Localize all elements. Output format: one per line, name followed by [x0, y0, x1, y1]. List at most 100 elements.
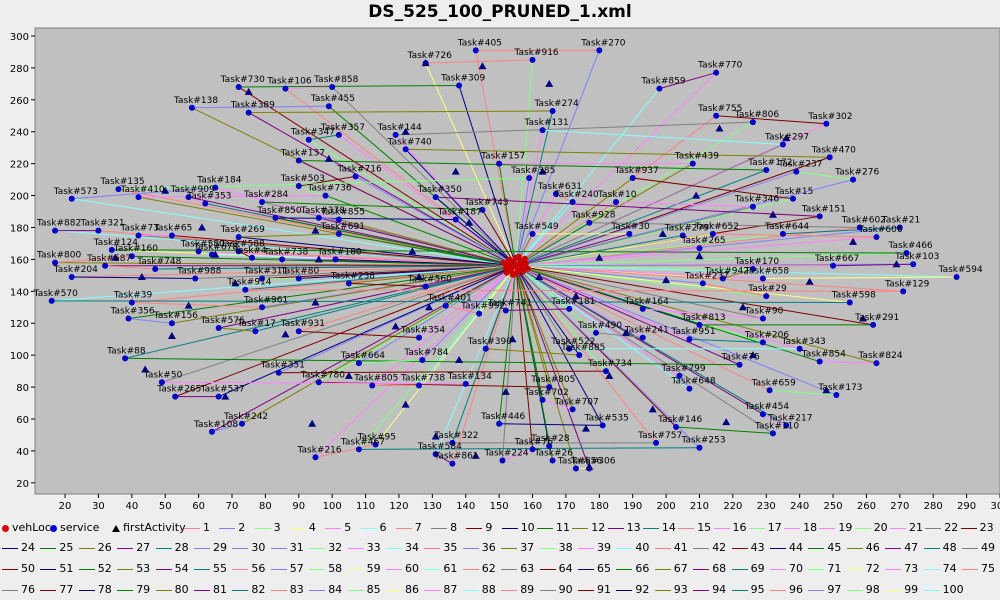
service-label: Task#659: [751, 378, 796, 388]
first-activity-marker: [414, 272, 423, 280]
first-activity-marker: [658, 229, 667, 237]
legend-item: 98: [846, 580, 880, 600]
service-label: Task#354: [400, 326, 445, 336]
service-label: Task#606: [857, 225, 902, 235]
legend-swatch: [395, 527, 412, 529]
legend-swatch: [539, 568, 556, 570]
legend-swatch: [232, 589, 249, 591]
service-label: Task#707: [554, 397, 599, 407]
route-segment: [308, 134, 339, 141]
service-label: Task#173: [817, 383, 862, 393]
y-tick-label: 40: [16, 447, 29, 458]
route-segment: [128, 317, 172, 324]
service-point: [789, 195, 796, 202]
legend-label: 74: [942, 562, 957, 575]
legend-swatch: [962, 547, 978, 549]
legend-swatch: [808, 589, 825, 591]
service-point: [52, 227, 59, 234]
service-point: [830, 262, 837, 269]
first-activity-marker: [478, 62, 487, 70]
legend-item: 55: [194, 559, 227, 579]
legend-swatch: [731, 547, 748, 549]
service-point: [419, 356, 426, 363]
first-activity-marker: [401, 127, 410, 135]
legend-item: 76: [2, 580, 35, 600]
route-line: [338, 219, 516, 267]
route-line: [482, 209, 517, 267]
route-segment: [762, 413, 787, 426]
route-segment: [105, 265, 156, 270]
service-label: Task#389: [230, 101, 275, 111]
service-point: [305, 136, 312, 143]
service-label: Task#157: [480, 152, 525, 162]
service-point: [639, 305, 646, 312]
route-line: [515, 265, 774, 434]
legend-swatch: [270, 589, 287, 591]
legend-swatch: [539, 547, 556, 549]
legend-item: 16: [713, 518, 747, 538]
x-tick-label: 170: [556, 501, 575, 512]
x-tick-label: 250: [823, 501, 842, 512]
service-point: [415, 334, 422, 341]
route-line: [338, 134, 517, 267]
service-label: Task#131: [524, 118, 569, 128]
legend-swatch: [117, 589, 134, 591]
legend-item: 7: [395, 518, 422, 538]
service-point: [673, 423, 680, 430]
route-segment: [395, 121, 753, 136]
service-label: Task#588: [220, 239, 265, 249]
service-point: [432, 194, 439, 201]
service-label: Task#401: [427, 294, 472, 304]
legend-item: 60: [386, 559, 419, 579]
legend-label: 7: [414, 521, 422, 534]
legend-label: 47: [904, 541, 919, 554]
route-line: [248, 112, 517, 267]
legend-swatch: [808, 547, 825, 549]
service-label: Task#570: [33, 289, 78, 299]
legend-label: 65: [597, 562, 611, 575]
x-tick-label: 90: [292, 501, 305, 512]
route-segment: [555, 193, 573, 203]
route-line: [515, 265, 850, 303]
service-point: [322, 192, 329, 199]
service-point: [779, 230, 786, 237]
service-label: Task#656: [557, 456, 602, 466]
service-label: Task#631: [537, 182, 582, 192]
legend-swatch: [846, 547, 863, 549]
legend-swatch: [155, 547, 172, 549]
service-label: Task#134: [447, 372, 492, 382]
y-tick-label: 240: [10, 128, 29, 139]
route-line: [515, 236, 877, 267]
x-tick-label: 80: [259, 501, 272, 512]
x-tick-label: 50: [159, 501, 172, 512]
route-segment: [191, 105, 329, 109]
legend-swatch: [885, 547, 902, 549]
x-tick-label: 30: [92, 501, 105, 512]
service-label: Task#151: [801, 204, 846, 214]
service-point: [212, 184, 219, 191]
first-activity-marker: [695, 252, 704, 260]
route-segment: [502, 448, 533, 461]
legend-label: 93: [673, 583, 688, 596]
legend-label: 59: [366, 562, 381, 575]
legend-label: 40: [635, 541, 650, 554]
legend-swatch: [194, 568, 210, 570]
legend-label: 50: [21, 562, 35, 575]
service-label: Task#882: [36, 219, 81, 229]
service-label: Task#652: [694, 222, 739, 232]
legend-swatch: [501, 568, 518, 570]
route-segment: [358, 447, 700, 450]
service-label: Task#237: [684, 271, 729, 281]
legend-swatch: [578, 547, 594, 549]
service-label: Task#240: [554, 190, 599, 200]
service-point: [696, 245, 703, 252]
first-activity-marker: [184, 301, 193, 309]
legend-item: 59: [347, 559, 381, 579]
legend-swatch: [678, 527, 695, 529]
legend-label: 1: [203, 521, 210, 534]
route-segment: [315, 444, 376, 458]
y-tick-label: 120: [10, 319, 29, 330]
first-activity-marker: [768, 210, 777, 218]
legend-label: 60: [405, 562, 419, 575]
service-label: Task#321: [79, 219, 124, 229]
